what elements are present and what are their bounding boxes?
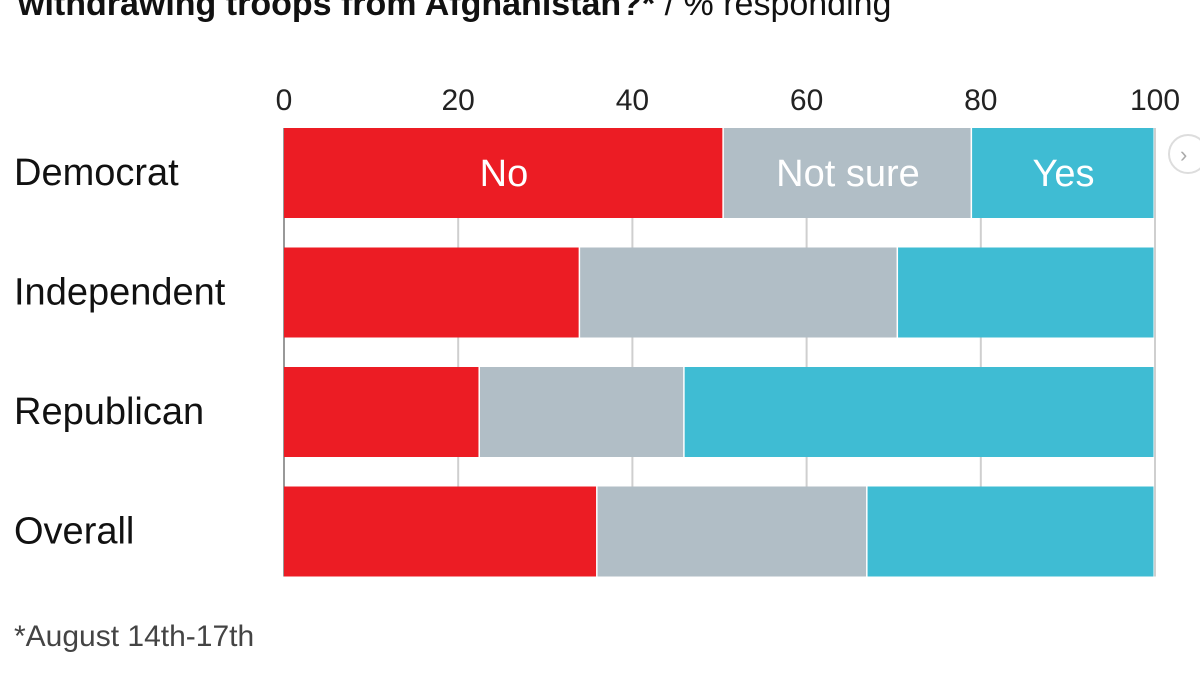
chart-title-question: withdrawing troops from Afghanistan?* (18, 0, 656, 23)
bar-no (284, 486, 597, 577)
bar-yes (867, 486, 1154, 577)
category-label: Republican (14, 391, 204, 433)
x-tick-label: 60 (790, 84, 823, 117)
bar-no (284, 128, 723, 218)
bar-no (284, 247, 579, 338)
series-label-yes: Yes (1033, 153, 1095, 195)
chevron-right-icon[interactable]: › (1168, 134, 1200, 174)
bar-not-sure (597, 486, 867, 577)
bar-not-sure (479, 367, 684, 457)
x-tick-label: 20 (442, 84, 475, 117)
bar-yes (898, 247, 1154, 338)
chart-footnote: *August 14th-17th (14, 620, 255, 653)
category-label: Overall (14, 511, 134, 553)
bar-yes (684, 367, 1154, 457)
x-tick-label: 80 (964, 84, 997, 117)
series-label-not-sure: Not sure (776, 153, 920, 195)
series-label-no: No (480, 153, 529, 195)
category-label: Democrat (14, 152, 179, 194)
chart-title: withdrawing troops from Afghanistan?* / … (18, 0, 891, 24)
x-tick-label: 100 (1130, 84, 1180, 117)
bar-no (284, 367, 479, 457)
x-tick-label: 40 (616, 84, 649, 117)
bar-yes (972, 128, 1154, 218)
chart-title-unit: % responding (683, 0, 892, 23)
bar-not-sure (580, 247, 897, 338)
bar-not-sure (723, 128, 971, 218)
category-label: Independent (14, 272, 226, 314)
x-tick-label: 0 (276, 84, 293, 117)
